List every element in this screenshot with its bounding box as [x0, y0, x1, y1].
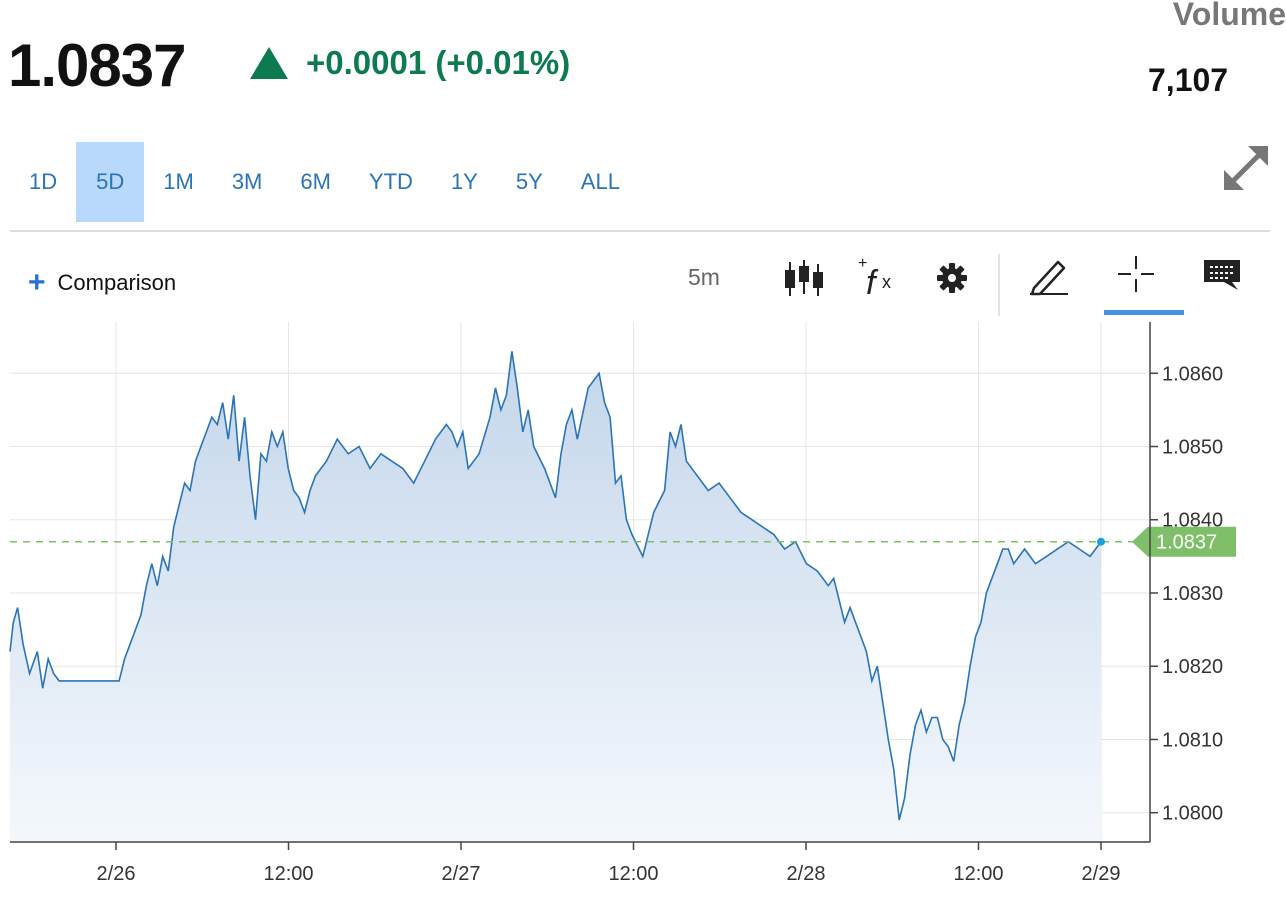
y-tick-label: 1.0810	[1162, 729, 1223, 751]
candlestick-icon[interactable]	[782, 258, 826, 298]
current-price: 1.0837	[8, 32, 187, 99]
x-tick-label: 12:00	[263, 863, 313, 885]
range-tab-5y[interactable]: 5Y	[515, 169, 543, 194]
current-price-tag-label: 1.0837	[1156, 532, 1217, 554]
time-range-tabs: 1D 5D 1M 3M 6M YTD 1Y 5Y ALL	[10, 142, 639, 222]
range-tab-1d[interactable]: 1D	[29, 169, 58, 194]
price-area	[10, 351, 1101, 842]
range-tab-1m[interactable]: 1M	[163, 169, 194, 194]
toolbar-divider	[10, 230, 1270, 232]
y-tick-label: 1.0830	[1162, 583, 1223, 605]
active-tool-indicator	[1104, 310, 1184, 315]
price-change-text: +0.0001 (+0.01%)	[306, 44, 571, 81]
x-tick-label: 2/28	[787, 863, 826, 885]
price-change: +0.0001 (+0.01%)	[250, 44, 570, 82]
current-price-tag: 1.0837	[1132, 526, 1236, 557]
y-tick-label: 1.0860	[1162, 363, 1223, 385]
x-tick-label: 12:00	[953, 863, 1003, 885]
volume-value: 7,107	[1148, 62, 1229, 98]
expand-icon[interactable]	[1218, 140, 1274, 196]
range-tab-5d[interactable]: 5D	[76, 142, 145, 222]
interval-selector[interactable]: 5m	[688, 264, 720, 290]
range-tab-6m[interactable]: 6M	[300, 169, 331, 194]
range-tab-ytd[interactable]: YTD	[368, 169, 413, 194]
up-arrow-icon	[250, 47, 288, 79]
plus-icon: +	[28, 266, 46, 299]
comparison-label: Comparison	[57, 270, 177, 295]
svg-text:+: +	[858, 255, 867, 272]
y-tick-label: 1.0800	[1162, 803, 1223, 825]
comparison-button[interactable]: + Comparison	[28, 266, 177, 299]
gear-icon[interactable]	[934, 260, 970, 296]
toolbar-separator	[998, 254, 1000, 316]
x-tick-label: 2/27	[442, 863, 481, 885]
volume-label: Volume	[1172, 0, 1286, 32]
x-tick-label: 2/29	[1082, 863, 1121, 885]
svg-text:x: x	[882, 272, 891, 292]
range-tab-all[interactable]: ALL	[580, 169, 620, 194]
x-tick-label: 2/26	[97, 863, 136, 885]
y-tick-label: 1.0840	[1162, 510, 1223, 532]
y-tick-label: 1.0850	[1162, 437, 1223, 459]
last-price-dot	[1097, 537, 1105, 546]
y-tick-label: 1.0820	[1162, 656, 1223, 678]
range-tab-3m[interactable]: 3M	[231, 169, 263, 194]
x-tick-label: 12:00	[608, 863, 658, 885]
crosshair-icon[interactable]	[1116, 254, 1156, 294]
comment-icon[interactable]	[1202, 258, 1242, 292]
function-icon[interactable]: + f x	[856, 254, 900, 302]
range-tab-1y[interactable]: 1Y	[450, 169, 478, 194]
pencil-icon[interactable]	[1026, 254, 1072, 298]
